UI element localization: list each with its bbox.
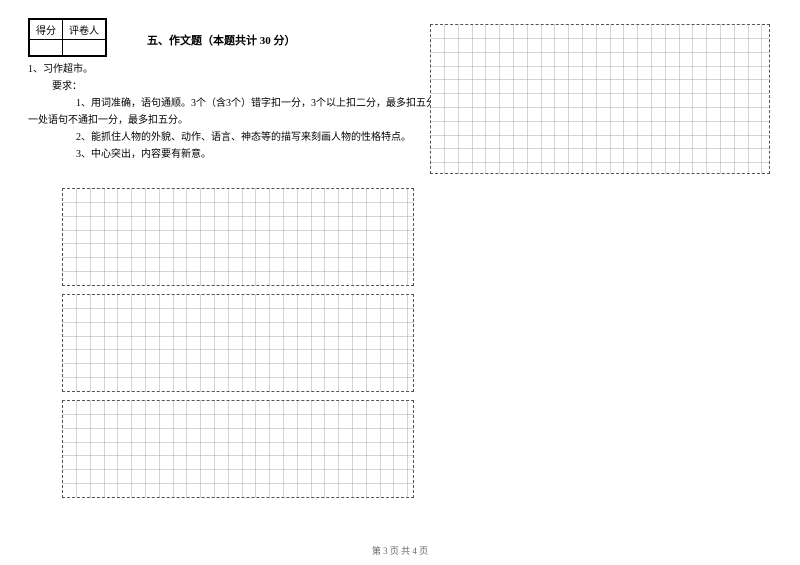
- section-title: 五、作文题（本题共计 30 分）: [147, 32, 296, 48]
- writing-grid-1: [62, 188, 414, 286]
- writing-grid-2: [62, 294, 414, 392]
- page-footer: 第 3 页 共 4 页: [0, 544, 800, 557]
- writing-grid-top-right: [430, 24, 770, 174]
- score-header-grader: 评卷人: [63, 20, 106, 40]
- score-header-score: 得分: [30, 20, 63, 40]
- writing-grid-3: [62, 400, 414, 498]
- score-box: 得分 评卷人: [28, 18, 107, 57]
- score-cell: [30, 40, 63, 56]
- grader-cell: [63, 40, 106, 56]
